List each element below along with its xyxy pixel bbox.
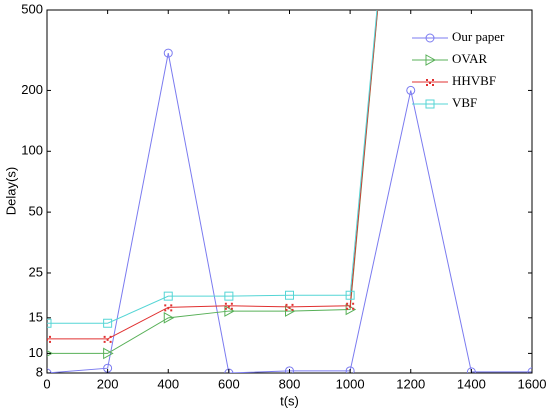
marker [103,318,113,328]
x-tick-label: 1400 [457,376,486,391]
marker [285,303,294,311]
x-tick-label: 200 [97,376,119,391]
marker [163,291,173,301]
series-line [47,10,379,354]
x-axis-label: t(s) [280,393,299,408]
marker [527,367,532,373]
legend-label: HHVBF [452,73,496,88]
legend-label: Our paper [452,29,505,44]
legend-label: VBF [452,95,477,110]
marker [345,366,355,373]
legend-marker [425,33,435,43]
marker [47,318,52,328]
x-tick-label: 600 [218,376,240,391]
y-tick-label: 10 [29,345,43,360]
y-tick-label: 15 [29,309,43,324]
marker [224,291,234,301]
legend-marker [425,54,437,66]
marker [466,367,476,373]
x-tick-label: 800 [279,376,301,391]
y-tick-label: 500 [21,1,43,16]
y-tick-label: 8 [36,364,43,379]
marker [285,290,294,300]
marker [224,305,235,317]
y-tick-label: 100 [21,143,43,158]
legend-label: OVAR [452,51,487,66]
legend-marker [425,99,435,109]
y-tick-label: 50 [29,204,43,219]
marker [285,366,294,373]
marker [103,335,112,343]
marker [346,302,355,310]
y-tick-label: 25 [29,264,43,279]
x-tick-label: 400 [157,376,179,391]
marker [406,85,416,95]
marker [47,335,51,343]
marker [103,347,114,360]
y-tick-label: 200 [21,82,43,97]
series-line [47,10,378,324]
marker [224,302,233,310]
series-line [47,10,378,340]
x-tick-label: 0 [43,376,50,391]
marker [163,48,173,58]
legend-marker [426,79,434,86]
y-axis-label: Delay(s) [3,167,18,215]
x-tick-label: 1000 [336,376,365,391]
marker [163,311,175,324]
x-tick-label: 1600 [518,376,547,391]
marker [47,350,54,357]
marker [345,290,355,300]
marker [164,304,173,312]
x-tick-label: 1200 [396,376,425,391]
